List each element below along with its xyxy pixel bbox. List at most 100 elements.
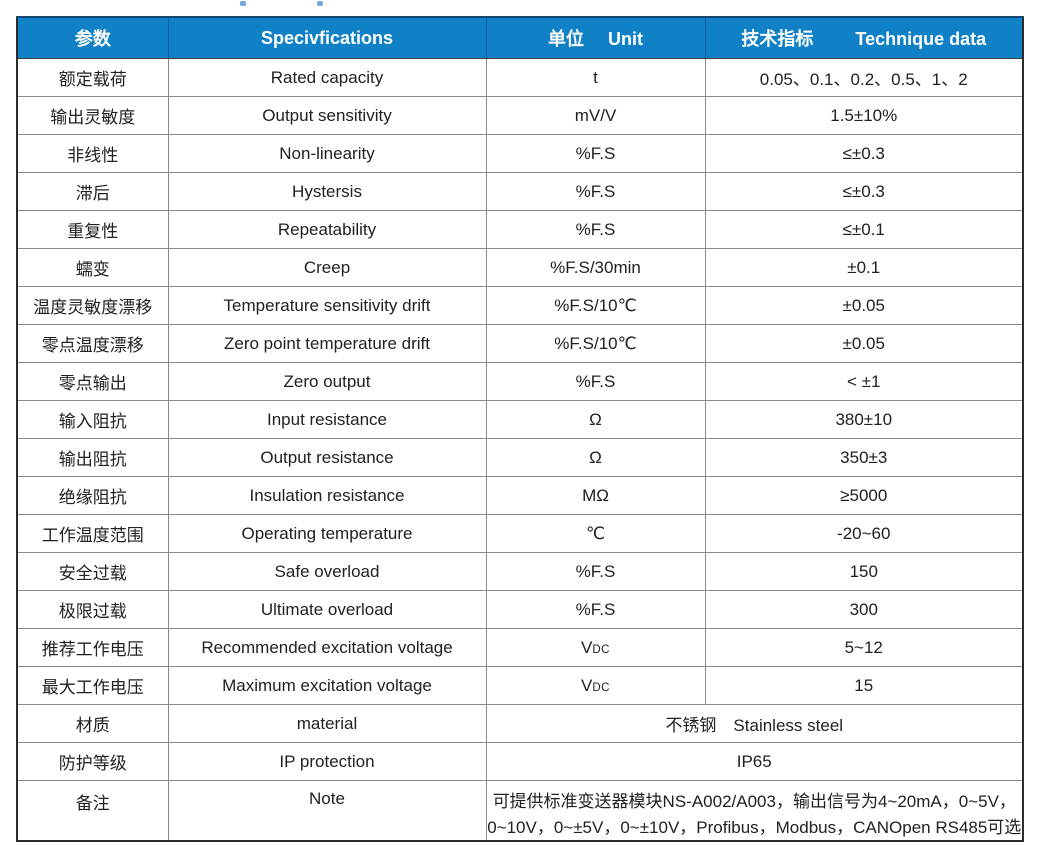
value-cell: 15: [704, 666, 1024, 705]
value-cell: 380±10: [704, 400, 1024, 439]
header-unit-zh: 单位: [548, 29, 584, 49]
param-zh-cell: 绝缘阻抗: [16, 476, 169, 515]
param-zh-cell: 工作温度范围: [16, 514, 169, 553]
param-en-cell: Rated capacity: [167, 58, 487, 97]
table-row: 温度灵敏度漂移 Temperature sensitivity drift %F.S…: [16, 286, 1024, 325]
param-zh-cell: 推荐工作电压: [16, 628, 169, 667]
note-line: 可提供标准变送器模块NS-A002/A003，输出信号为4~20mA，0~5V，: [492, 792, 1016, 811]
table-row: 输入阻抗 Input resistance Ω 380±10: [16, 400, 1024, 439]
unit-cell: ℃: [485, 514, 706, 553]
header-technique-data: 技术指标 Technique data: [704, 16, 1024, 59]
header-specifications: Specivfications: [167, 16, 487, 59]
param-zh-cell: 备注: [16, 780, 169, 842]
header-row: 参数 Specivfications 单位 Unit 技术指标 Technique …: [16, 16, 1024, 59]
specifications-table: 参数 Specivfications 单位 Unit 技术指标 Technique …: [16, 16, 1024, 842]
unit-cell: %F.S/30min: [485, 248, 706, 287]
header-unit: 单位 Unit: [485, 16, 706, 59]
unit-cell: %F.S: [485, 210, 706, 249]
param-zh-cell: 输入阻抗: [16, 400, 169, 439]
unit-cell: mV/V: [485, 96, 706, 135]
param-zh-cell: 安全过载: [16, 552, 169, 591]
param-en-cell: Non-linearity: [167, 134, 487, 173]
param-en-cell: Note: [167, 780, 487, 842]
value-cell: ≤±0.1: [704, 210, 1024, 249]
table-row: 蠕变 Creep %F.S/30min ±0.1: [16, 248, 1024, 287]
header-unit-en: Unit: [608, 29, 643, 49]
param-zh-cell: 零点温度漂移: [16, 324, 169, 363]
header-spec-en: Specivfications: [260, 27, 394, 48]
unit-cell: %F.S: [485, 172, 706, 211]
table-row: 防护等级 IP protection IP65: [16, 742, 1024, 781]
table-row: 备注 Note 可提供标准变送器模块NS-A002/A003，输出信号为4~20mA…: [16, 780, 1024, 842]
unit-subscript: DC: [592, 681, 610, 694]
value-cell: 300: [704, 590, 1024, 629]
param-en-cell: Zero output: [167, 362, 487, 401]
header-tech-en: Technique data: [855, 29, 987, 49]
header-param: 参数: [16, 16, 169, 59]
param-zh-cell: 额定载荷: [16, 58, 169, 97]
table-row: 非线性 Non-linearity %F.S ≤±0.3: [16, 134, 1024, 173]
param-en-cell: Input resistance: [167, 400, 487, 439]
table-row: 零点输出 Zero output %F.S < ±1: [16, 362, 1024, 401]
value-cell-merged: 可提供标准变送器模块NS-A002/A003，输出信号为4~20mA，0~5V，…: [485, 780, 1024, 842]
value-cell: 5~12: [704, 628, 1024, 667]
param-zh-cell: 滞后: [16, 172, 169, 211]
value-cell: 150: [704, 552, 1024, 591]
param-en-cell: Output resistance: [167, 438, 487, 477]
unit-cell: VDC: [485, 628, 706, 667]
value-cell: ≤±0.3: [704, 172, 1024, 211]
param-en-cell: Output sensitivity: [167, 96, 487, 135]
table-row: 材质 material 不锈钢 Stainless steel: [16, 704, 1024, 743]
table-row: 滞后 Hystersis %F.S ≤±0.3: [16, 172, 1024, 211]
param-en-cell: Hystersis: [167, 172, 487, 211]
table-row: 推荐工作电压 Recommended excitation voltage VDC 5…: [16, 628, 1024, 667]
param-zh-cell: 输出阻抗: [16, 438, 169, 477]
header-tech-zh: 技术指标: [741, 29, 814, 49]
param-en-cell: Creep: [167, 248, 487, 287]
param-en-cell: Repeatability: [167, 210, 487, 249]
table-row: 最大工作电压 Maximum excitation voltage VDC 15: [16, 666, 1024, 705]
param-en-cell: Ultimate overload: [167, 590, 487, 629]
table-row: 额定载荷 Rated capacity t 0.05、0.1、0.2、0.5、1、2: [16, 58, 1024, 97]
table-row: 零点温度漂移 Zero point temperature drift %F.S/1…: [16, 324, 1024, 363]
table-row: 安全过载 Safe overload %F.S 150: [16, 552, 1024, 591]
param-zh-cell: 防护等级: [16, 742, 169, 781]
param-en-cell: Recommended excitation voltage: [167, 628, 487, 667]
param-zh-cell: 非线性: [16, 134, 169, 173]
param-zh-cell: 极限过载: [16, 590, 169, 629]
param-zh-cell: 最大工作电压: [16, 666, 169, 705]
param-en-cell: Insulation resistance: [167, 476, 487, 515]
unit-cell: %F.S: [485, 134, 706, 173]
unit-cell: %F.S/10℃: [485, 286, 706, 325]
value-cell: ≥5000: [704, 476, 1024, 515]
clipped-heading-artifact: [240, 1, 246, 6]
value-cell: < ±1: [704, 362, 1024, 401]
param-en-cell: IP protection: [167, 742, 487, 781]
header-param-zh: 参数: [74, 29, 111, 49]
unit-cell: %F.S: [485, 590, 706, 629]
param-en-cell: Operating temperature: [167, 514, 487, 553]
value-cell: ±0.1: [704, 248, 1024, 287]
param-zh-cell: 零点输出: [16, 362, 169, 401]
table-row: 输出灵敏度 Output sensitivity mV/V 1.5±10%: [16, 96, 1024, 135]
value-cell: ±0.05: [704, 286, 1024, 325]
param-zh-cell: 重复性: [16, 210, 169, 249]
table-row: 极限过载 Ultimate overload %F.S 300: [16, 590, 1024, 629]
unit-cell: %F.S: [485, 362, 706, 401]
param-en-cell: Zero point temperature drift: [167, 324, 487, 363]
unit-cell: %F.S/10℃: [485, 324, 706, 363]
unit-cell: Ω: [485, 400, 706, 439]
unit-cell: VDC: [485, 666, 706, 705]
param-zh-cell: 温度灵敏度漂移: [16, 286, 169, 325]
clipped-heading-artifact: [317, 1, 323, 6]
param-zh-cell: 输出灵敏度: [16, 96, 169, 135]
value-cell: ±0.05: [704, 324, 1024, 363]
unit-subscript: DC: [592, 643, 610, 656]
value-cell-merged: IP65: [485, 742, 1024, 781]
value-cell-merged: 不锈钢 Stainless steel: [485, 704, 1024, 743]
table-row: 输出阻抗 Output resistance Ω 350±3: [16, 438, 1024, 477]
table-header: 参数 Specivfications 单位 Unit 技术指标 Technique …: [16, 16, 1024, 59]
param-en-cell: Temperature sensitivity drift: [167, 286, 487, 325]
param-zh-cell: 材质: [16, 704, 169, 743]
